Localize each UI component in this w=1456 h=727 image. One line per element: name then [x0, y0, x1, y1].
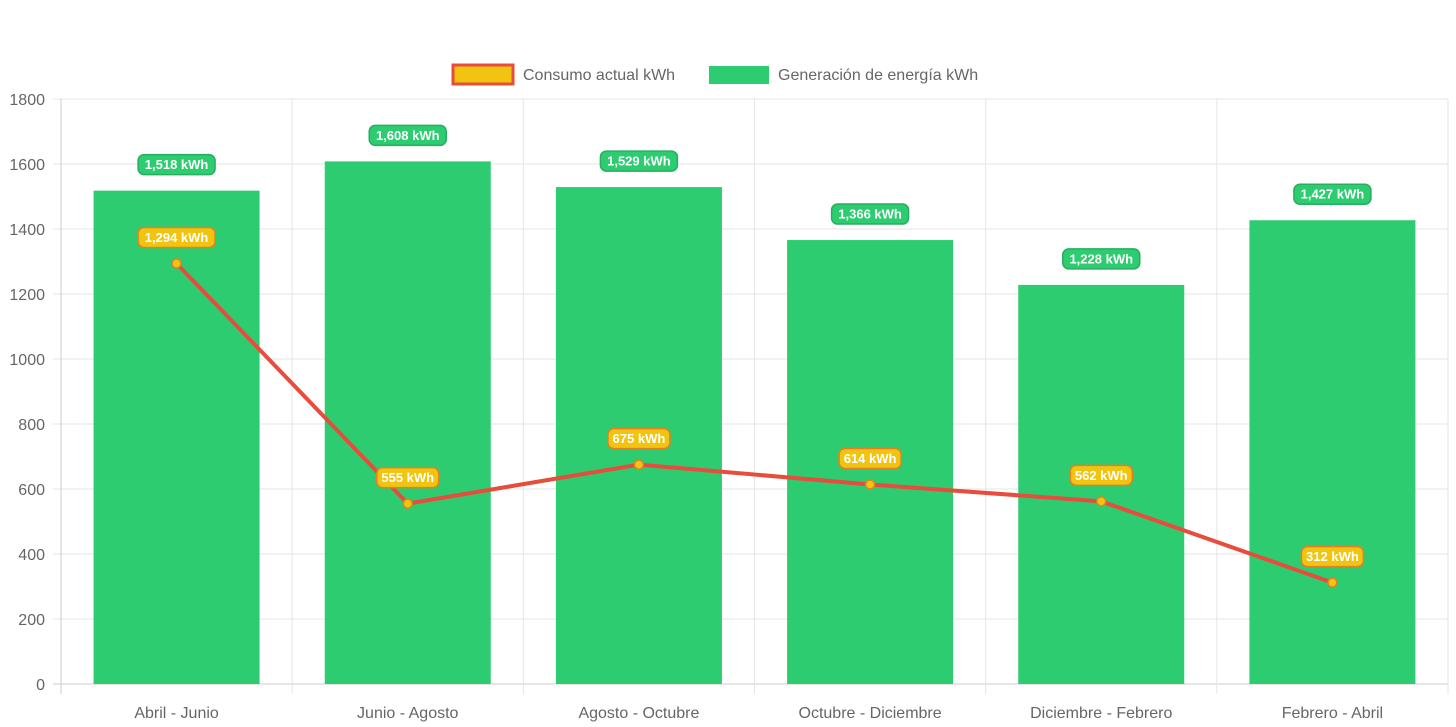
line-consumo: [175, 262, 1334, 585]
bar-value-label-text: 1,427 kWh: [1301, 187, 1365, 202]
line-value-label-bg: [137, 226, 216, 249]
y-tick-label: 1000: [9, 352, 45, 369]
line-value-label-text: 675 kWh: [613, 431, 666, 446]
y-tick-label: 200: [18, 612, 45, 629]
x-tick-label: Febrero - Abril: [1282, 705, 1383, 722]
y-tick-label: 1400: [9, 222, 45, 239]
bar-generacion[interactable]: [93, 190, 260, 684]
legend-swatch-consumo[interactable]: [451, 63, 515, 86]
bar-value-label: 1,608 kWh: [368, 124, 447, 147]
line-series: [171, 258, 1338, 588]
x-tick-label: Diciembre - Febrero: [1030, 705, 1172, 722]
bar-value-label-text: 1,518 kWh: [145, 157, 209, 172]
line-value-label-text: 555 kWh: [381, 470, 434, 485]
data-labels: 1,518 kWh 1,608 kWh 1,529 kWh 1,366 kWh 1,22…: [137, 124, 1372, 568]
point-consumo[interactable]: [864, 479, 876, 490]
point-consumo[interactable]: [402, 498, 413, 509]
y-tick-label: 1800: [9, 92, 45, 109]
x-tick-label: Octubre - Diciembre: [799, 705, 942, 722]
point-consumo[interactable]: [1327, 577, 1338, 588]
line-value-label: 555 kWh: [376, 466, 440, 489]
x-tick-label: Agosto - Octubre: [578, 705, 699, 722]
point-consumo[interactable]: [1096, 496, 1107, 507]
line-value-label-text: 614 kWh: [844, 451, 897, 466]
y-tick-label: 800: [18, 417, 45, 434]
line-value-label-bg: [838, 447, 902, 470]
line-value-label-bg: [1069, 464, 1133, 487]
x-tick-label: Junio - Agosto: [357, 705, 459, 722]
bar-generacion[interactable]: [324, 161, 491, 684]
bar-value-label: 1,366 kWh: [830, 203, 910, 225]
bar-value-label-text: 1,228 kWh: [1069, 251, 1133, 266]
bar-value-label-bg: [1062, 248, 1141, 270]
bar-generacion[interactable]: [1249, 220, 1416, 684]
x-tick-label: Abril - Junio: [134, 705, 219, 722]
bar-value-label: 1,529 kWh: [599, 150, 679, 172]
line-value-label-text: 562 kWh: [1075, 468, 1128, 483]
line-value-label: 312 kWh: [1300, 545, 1365, 568]
bar-value-label-bg: [137, 153, 216, 176]
y-tick-label: 400: [18, 547, 45, 564]
bar-value-label-bg: [599, 150, 679, 172]
line-value-label: 614 kWh: [838, 447, 902, 470]
legend-label-generacion[interactable]: Generación de energía kWh: [778, 67, 978, 84]
bar-value-label-bg: [1293, 183, 1372, 205]
y-tick-label: 1600: [9, 157, 45, 174]
bar-value-label: 1,518 kWh: [137, 153, 216, 176]
legend-swatch-generacion[interactable]: [709, 66, 769, 84]
bar-value-label-text: 1,366 kWh: [838, 207, 902, 222]
line-value-label: 1,294 kWh: [137, 226, 216, 249]
bar-value-label: 1,427 kWh: [1293, 183, 1372, 205]
y-tick-label: 600: [18, 482, 45, 499]
line-value-label-bg: [1300, 545, 1365, 568]
bar-value-label-bg: [368, 124, 447, 147]
line-value-label-text: 312 kWh: [1306, 549, 1359, 564]
y-tick-label: 1200: [9, 287, 45, 304]
bar-value-label-text: 1,529 kWh: [607, 154, 671, 169]
grid: [53, 98, 1449, 694]
line-value-label: 675 kWh: [607, 427, 671, 450]
line-value-label-bg: [376, 466, 440, 489]
legend[interactable]: Consumo actual kWh Generación de energía…: [451, 63, 978, 86]
legend-label-consumo[interactable]: Consumo actual kWh: [523, 67, 675, 84]
line-value-label-text: 1,294 kWh: [145, 230, 209, 245]
bar-value-label-text: 1,608 kWh: [376, 128, 440, 143]
point-consumo[interactable]: [633, 459, 645, 470]
bar-value-label: 1,228 kWh: [1062, 248, 1141, 270]
point-consumo[interactable]: [171, 258, 182, 269]
axes: 0 200 400 600 800 1000 1200 1400 1600 1800 Abril -…: [9, 92, 1383, 722]
line-value-label: 562 kWh: [1069, 464, 1133, 487]
line-value-label-bg: [607, 427, 671, 450]
bar-value-label-bg: [830, 203, 910, 225]
y-tick-label: 0: [36, 677, 45, 694]
